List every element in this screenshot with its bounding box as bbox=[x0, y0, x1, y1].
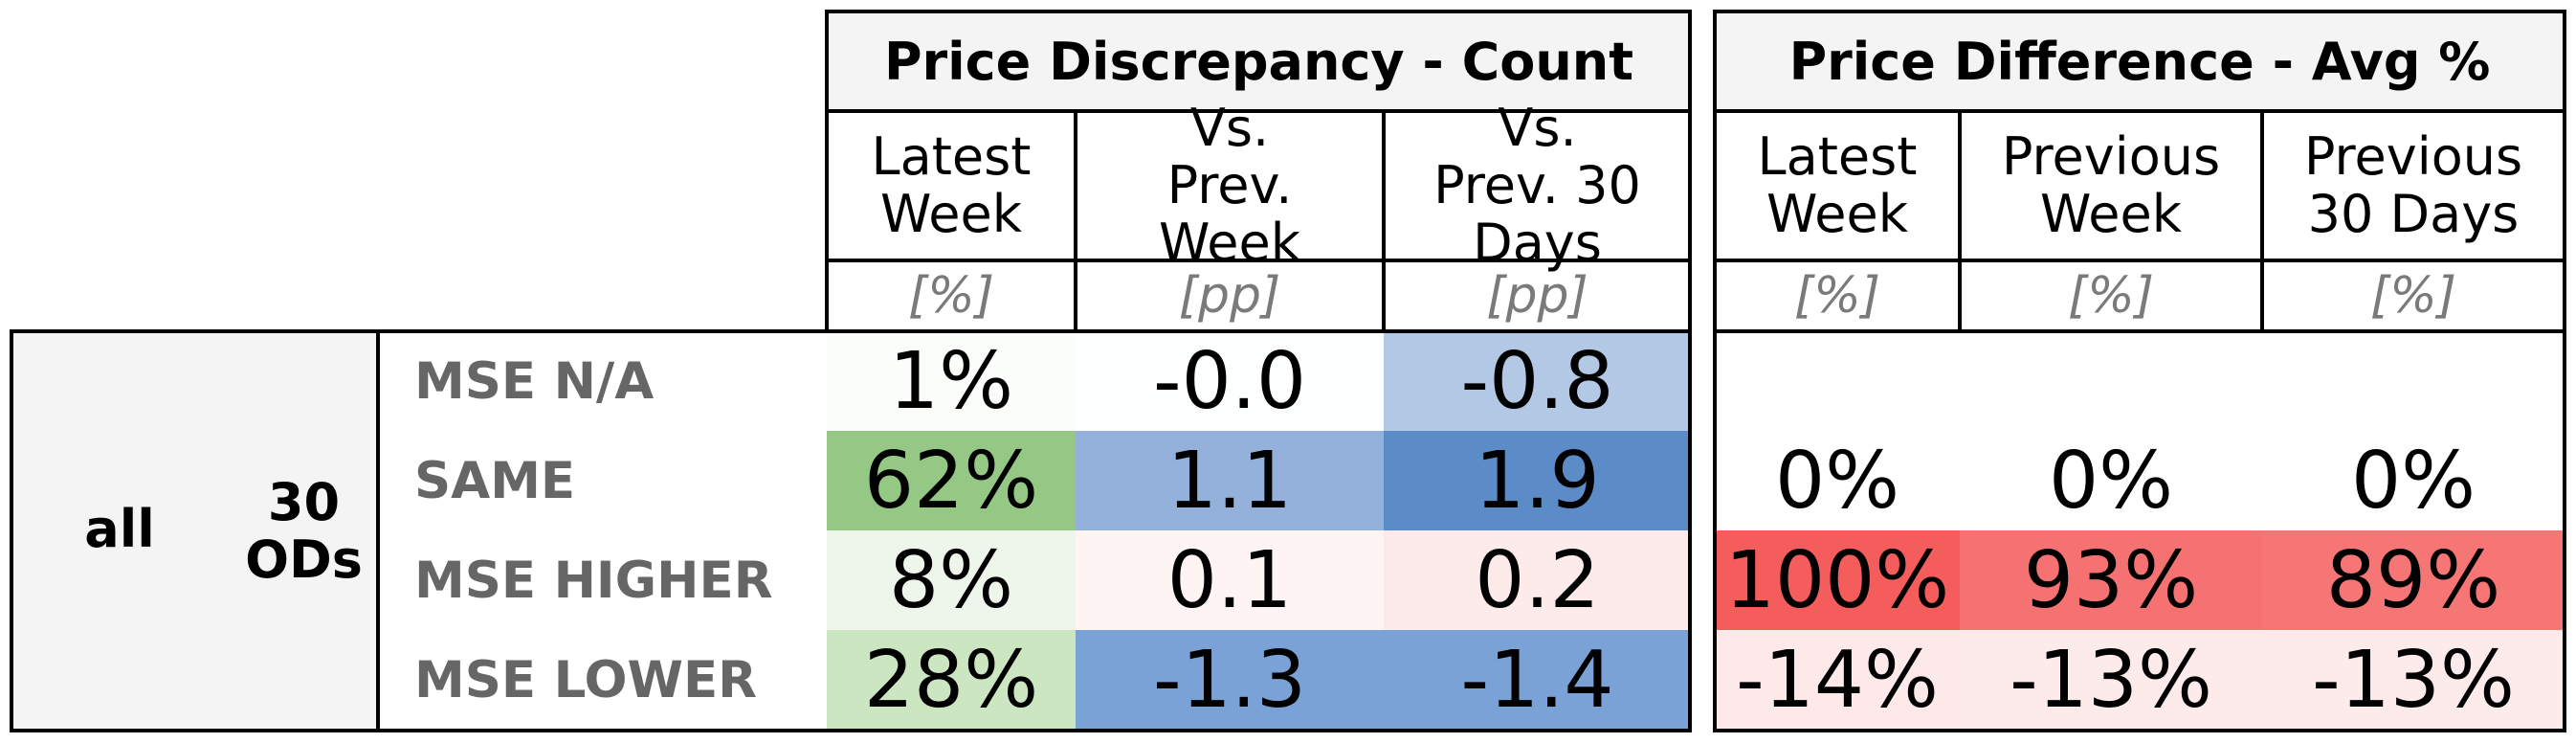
avg-cell: 93% bbox=[1960, 530, 2262, 630]
grid-line bbox=[825, 10, 829, 333]
grid-line bbox=[2563, 10, 2566, 732]
column-header: Latest Week bbox=[871, 126, 1032, 244]
column-unit: [%] bbox=[2068, 267, 2154, 325]
grid-line bbox=[825, 259, 1692, 262]
avg-cell: 100% bbox=[1715, 530, 1960, 630]
avg-cell bbox=[1960, 331, 2262, 431]
column-unit: [pp] bbox=[1178, 267, 1281, 325]
scope-label: 30 ODs bbox=[245, 472, 363, 590]
avg-cell: 0% bbox=[2262, 431, 2565, 530]
count-cell: 1.9 bbox=[1384, 431, 1691, 530]
avg-cell: -13% bbox=[2262, 630, 2565, 731]
row-group-block bbox=[11, 331, 378, 731]
column-header: Previous 30 Days bbox=[2303, 126, 2523, 244]
grid-line bbox=[1713, 259, 2566, 262]
grid-line bbox=[1713, 729, 2566, 732]
row-label: SAME bbox=[414, 451, 576, 510]
count-cell: 8% bbox=[827, 530, 1076, 630]
grid-line bbox=[1958, 109, 1962, 331]
grid-line bbox=[10, 729, 1692, 732]
grid-line bbox=[1713, 109, 2566, 113]
column-header: Vs. Prev. 30 Days bbox=[1433, 98, 1641, 273]
count-cell: 0.1 bbox=[1076, 530, 1384, 630]
count-cell: 1.1 bbox=[1076, 431, 1384, 530]
avg-cell bbox=[1715, 331, 1960, 431]
count-cell: -1.4 bbox=[1384, 630, 1691, 731]
count-cell: 0.2 bbox=[1384, 530, 1691, 630]
column-header: Latest Week bbox=[1757, 126, 1918, 244]
column-unit: [%] bbox=[908, 267, 994, 325]
grid-line bbox=[1074, 109, 1077, 331]
grid-line bbox=[825, 109, 1692, 113]
grid-line bbox=[1713, 10, 1717, 732]
count-cell: 28% bbox=[827, 630, 1076, 731]
grid-line bbox=[1688, 10, 1692, 732]
row-label: MSE N/A bbox=[414, 351, 655, 411]
count-cell: -1.3 bbox=[1076, 630, 1384, 731]
column-unit: [%] bbox=[2370, 267, 2456, 325]
grid-line bbox=[1382, 109, 1386, 331]
avg-cell: 89% bbox=[2262, 530, 2565, 630]
column-header: Vs. Prev. Week bbox=[1159, 98, 1300, 273]
column-header: Previous Week bbox=[2001, 126, 2221, 244]
grid-line bbox=[10, 329, 13, 732]
grid-line bbox=[2260, 109, 2264, 331]
row-label: MSE HIGHER bbox=[414, 551, 773, 610]
avg-cell bbox=[2262, 331, 2565, 431]
count-cell: -0.0 bbox=[1076, 331, 1384, 431]
group-title-count: Price Discrepancy - Count bbox=[827, 11, 1691, 111]
avg-cell: 0% bbox=[1960, 431, 2262, 530]
grid-line bbox=[1713, 329, 2566, 333]
count-cell: -0.8 bbox=[1384, 331, 1691, 431]
count-cell: 1% bbox=[827, 331, 1076, 431]
avg-cell: 0% bbox=[1715, 431, 1960, 530]
column-unit: [%] bbox=[1794, 267, 1880, 325]
column-unit: [pp] bbox=[1486, 267, 1588, 325]
grid-line bbox=[1713, 10, 2566, 13]
count-cell: 62% bbox=[827, 431, 1076, 530]
avg-cell: -14% bbox=[1715, 630, 1960, 731]
row-label: MSE LOWER bbox=[414, 651, 757, 709]
group-title-avg: Price Difference - Avg % bbox=[1715, 11, 2565, 111]
avg-cell: -13% bbox=[1960, 630, 2262, 731]
grid-line bbox=[376, 329, 380, 732]
segment-label: all bbox=[84, 499, 155, 559]
grid-line bbox=[10, 329, 1692, 333]
grid-line bbox=[825, 10, 1692, 13]
